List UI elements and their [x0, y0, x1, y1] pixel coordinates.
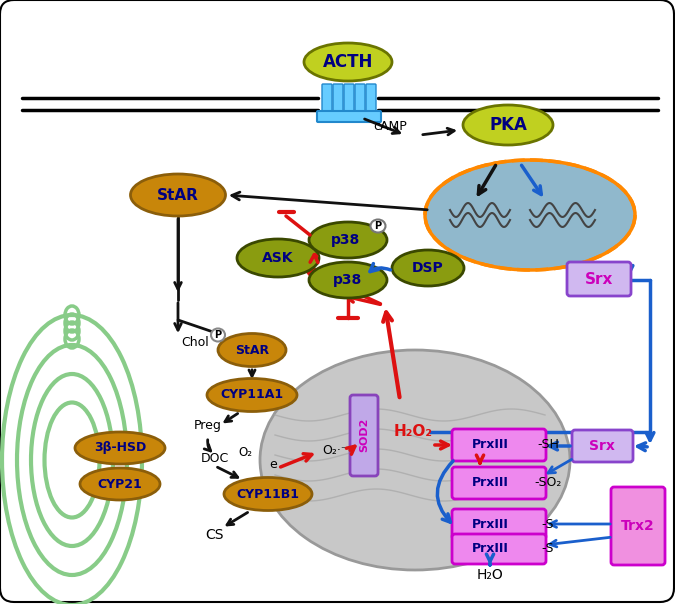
Text: O₂: O₂	[238, 446, 252, 460]
Text: PrxIII: PrxIII	[472, 439, 508, 452]
Ellipse shape	[211, 329, 225, 341]
Text: P: P	[375, 221, 381, 231]
FancyBboxPatch shape	[344, 84, 354, 118]
Text: CYP11B1: CYP11B1	[236, 487, 300, 501]
Ellipse shape	[463, 105, 553, 145]
Ellipse shape	[309, 262, 387, 298]
Text: PKA: PKA	[489, 116, 527, 134]
Ellipse shape	[237, 239, 319, 277]
Text: CYP11A1: CYP11A1	[221, 388, 284, 402]
FancyBboxPatch shape	[355, 84, 365, 118]
Text: -S: -S	[542, 542, 554, 556]
Ellipse shape	[80, 468, 160, 500]
Text: Srx: Srx	[585, 272, 613, 286]
Text: StAR: StAR	[235, 344, 269, 356]
Text: ASK: ASK	[263, 251, 294, 265]
Text: PrxIII: PrxIII	[472, 477, 508, 489]
Text: P: P	[215, 330, 221, 340]
FancyBboxPatch shape	[322, 84, 332, 118]
FancyBboxPatch shape	[452, 534, 546, 564]
FancyBboxPatch shape	[452, 509, 546, 539]
Ellipse shape	[260, 350, 570, 570]
Text: e: e	[269, 458, 277, 472]
Ellipse shape	[304, 43, 392, 81]
Text: -S: -S	[542, 518, 554, 530]
Text: p38: p38	[333, 273, 362, 287]
Text: p38: p38	[331, 233, 360, 247]
Text: H₂O₂: H₂O₂	[394, 425, 433, 440]
FancyBboxPatch shape	[567, 262, 631, 296]
Ellipse shape	[392, 250, 464, 286]
Ellipse shape	[309, 222, 387, 258]
FancyBboxPatch shape	[572, 430, 633, 462]
Ellipse shape	[75, 432, 165, 464]
Text: ACTH: ACTH	[323, 53, 373, 71]
Ellipse shape	[425, 160, 635, 270]
Text: -SO₂: -SO₂	[535, 477, 562, 489]
FancyBboxPatch shape	[350, 395, 378, 476]
FancyBboxPatch shape	[452, 429, 546, 461]
Text: 3β-HSD: 3β-HSD	[94, 442, 146, 454]
Text: cAMP: cAMP	[373, 120, 407, 132]
Text: Chol: Chol	[181, 335, 209, 349]
Ellipse shape	[130, 174, 225, 216]
FancyBboxPatch shape	[452, 467, 546, 499]
FancyBboxPatch shape	[611, 487, 665, 565]
Text: H₂O: H₂O	[477, 568, 504, 582]
FancyBboxPatch shape	[317, 111, 381, 122]
Ellipse shape	[218, 333, 286, 367]
Text: CYP21: CYP21	[98, 478, 142, 490]
Text: PrxIII: PrxIII	[472, 518, 508, 530]
FancyBboxPatch shape	[366, 84, 376, 118]
Text: CS: CS	[206, 528, 224, 542]
Ellipse shape	[207, 379, 297, 411]
Text: SOD2: SOD2	[359, 418, 369, 452]
Ellipse shape	[371, 219, 385, 233]
Text: Srx: Srx	[589, 439, 615, 453]
Text: Trx2: Trx2	[621, 519, 655, 533]
Text: DOC: DOC	[201, 452, 229, 464]
Text: O₂·⁻: O₂·⁻	[322, 443, 348, 457]
Text: Preg: Preg	[194, 419, 222, 431]
Text: -SH: -SH	[537, 439, 559, 452]
Text: PrxIII: PrxIII	[472, 542, 508, 556]
Text: StAR: StAR	[157, 187, 199, 202]
FancyBboxPatch shape	[333, 84, 343, 118]
Ellipse shape	[224, 478, 312, 510]
Text: DSP: DSP	[412, 261, 444, 275]
